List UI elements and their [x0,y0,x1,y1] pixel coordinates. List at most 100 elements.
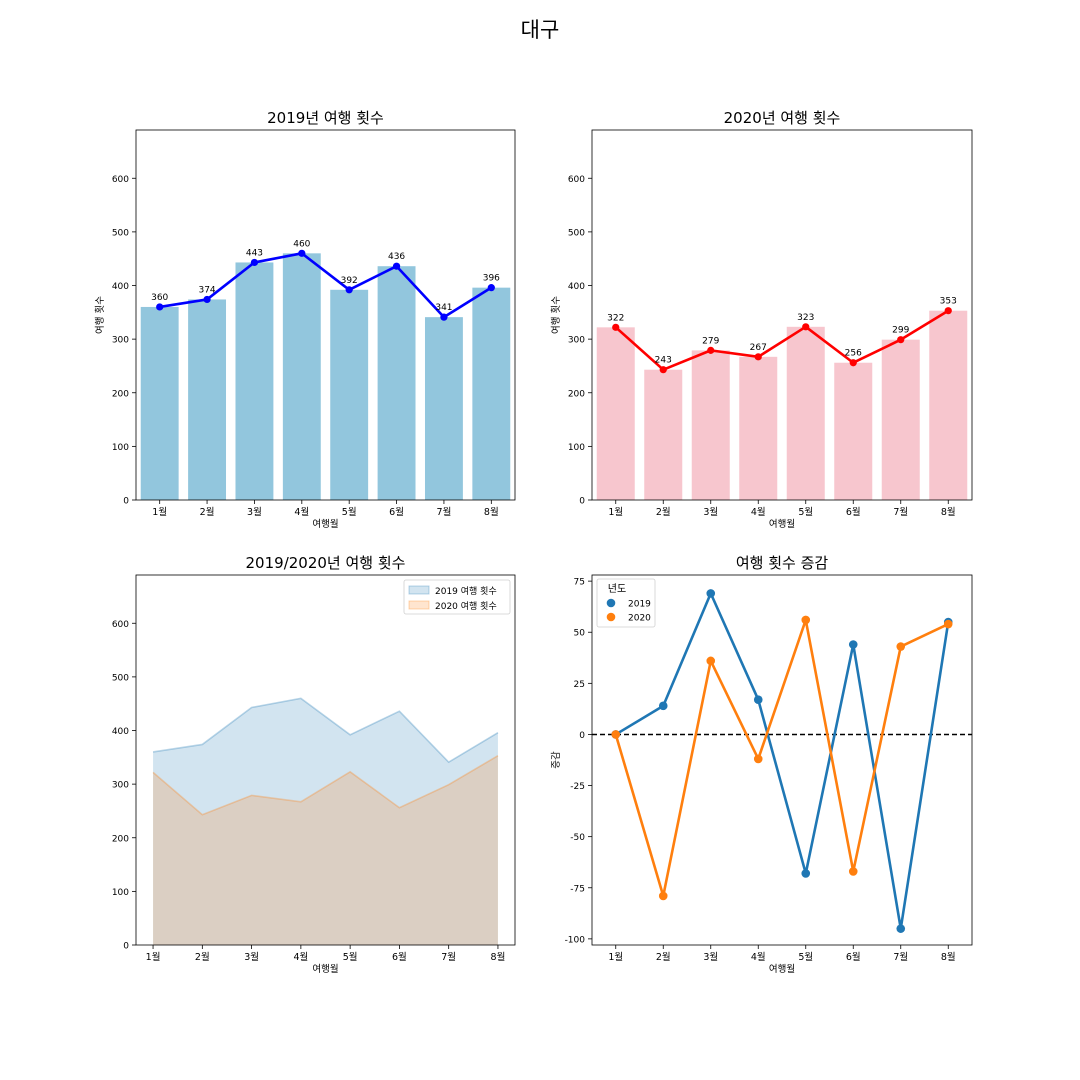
data-label: 341 [435,303,452,313]
bar [235,262,274,500]
y-tick-label: 75 [574,578,585,588]
chart-title: 2019년 여행 횟수 [267,109,384,127]
data-label: 374 [198,285,215,295]
bar [424,317,463,500]
y-tick-label: -25 [570,782,585,792]
data-point [658,701,668,711]
x-tick-label: 3월 [247,506,262,518]
data-point [658,891,668,901]
data-point [944,307,952,315]
y-tick-label: 400 [568,282,585,292]
data-point [753,695,763,704]
x-tick-label: 6월 [392,951,407,963]
x-tick-label: 4월 [293,951,308,963]
y-axis-label: 증감 [550,751,562,769]
series-line [159,252,492,319]
data-label: 279 [702,336,719,346]
x-axis-label: 여행월 [312,963,338,975]
bar [929,310,968,500]
chart-title: 여행 횟수 증감 [736,554,829,572]
y-tick-label: 600 [112,620,129,630]
axes-frame [591,574,973,946]
bar [472,287,511,500]
data-point [706,589,716,598]
x-tick-label: 1월 [146,951,161,963]
legend-label: 2020 [628,614,651,624]
x-tick-label: 6월 [846,951,861,963]
data-point [943,619,953,629]
data-point [754,353,762,361]
data-point [801,615,811,625]
y-tick-label: 400 [112,282,129,292]
chart-3: 2019/2020년 여행 횟수 0 100 200 300 400 500 600 1월 2월 3… [112,554,516,975]
legend-label: 2020 여행 횟수 [435,600,497,612]
y-tick-label: 0 [579,497,585,507]
y-tick-label: 600 [568,175,585,185]
data-label: 243 [655,356,672,366]
y-tick-label: 200 [112,389,129,399]
data-point [440,313,448,321]
area-line [152,755,499,816]
x-axis-label: 여행월 [769,518,795,530]
x-tick-label: 2월 [656,951,671,963]
x-tick-label: 5월 [343,951,358,963]
x-tick-label: 4월 [294,506,309,518]
x-tick-label: 8월 [941,506,956,518]
axes-frame [135,129,516,501]
series-line [615,592,950,930]
y-tick-label: 300 [568,336,585,346]
figure-title: 대구 [520,18,560,42]
data-point [250,258,259,267]
data-point [897,336,905,344]
x-tick-label: 3월 [703,506,718,518]
y-tick-label: 600 [112,175,129,185]
data-point [203,295,211,304]
x-tick-label: 8월 [941,951,956,963]
legend-marker [606,598,616,608]
data-point [849,359,857,367]
y-tick-label: 50 [574,629,586,639]
data-point [298,249,306,257]
y-axis-label: 여행 횟수 [94,296,106,334]
y-tick-label: 200 [112,834,129,844]
x-tick-label: 5월 [798,506,813,518]
data-point [848,867,858,876]
legend-box [403,579,511,615]
y-tick-label: 300 [112,336,129,346]
data-point [896,924,906,933]
bar [644,369,683,500]
y-tick-label: 0 [123,942,129,952]
area-line [152,697,499,764]
bar [140,306,179,500]
y-tick-label: 100 [568,443,585,453]
data-point [345,286,353,294]
x-tick-label: 7월 [437,506,452,518]
chart-title: 2020년 여행 횟수 [724,109,841,127]
bar [881,339,920,500]
x-tick-label: 6월 [389,506,404,518]
y-tick-label: 25 [574,680,585,690]
data-label: 392 [341,276,358,286]
axes-frame [591,129,973,501]
legend-label: 2019 여행 횟수 [435,585,497,597]
x-tick-label: 1월 [152,506,167,518]
bar [786,326,825,500]
y-tick-label: -100 [565,935,586,945]
bar [739,356,778,500]
y-tick-label: -75 [570,884,585,894]
x-tick-label: 7월 [441,951,456,963]
bar [596,327,635,500]
data-point [659,366,667,374]
series-line [614,309,949,371]
chart-title: 2019/2020년 여행 횟수 [246,554,406,572]
area-fill [153,755,498,945]
data-label: 360 [151,293,168,303]
x-tick-label: 4월 [751,951,766,963]
bar [282,253,321,500]
y-tick-label: 500 [112,673,129,683]
x-axis-label: 여행월 [312,518,338,530]
data-label: 267 [750,343,767,353]
y-tick-label: -50 [570,833,585,843]
bar [691,350,730,500]
